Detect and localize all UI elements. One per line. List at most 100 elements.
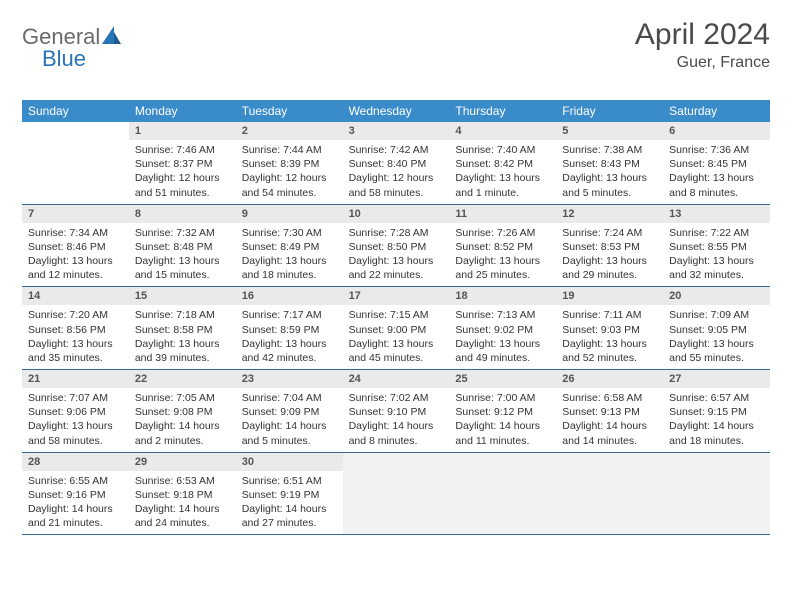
cell-line: and 55 minutes. [669,351,764,365]
calendar-cell: 9Sunrise: 7:30 AMSunset: 8:49 PMDaylight… [236,205,343,287]
cell-line: Sunrise: 6:58 AM [562,391,657,405]
cell-line: and 5 minutes. [242,434,337,448]
cell-body: Sunrise: 6:58 AMSunset: 9:13 PMDaylight:… [556,388,663,452]
cell-line: and 32 minutes. [669,268,764,282]
cell-line: and 39 minutes. [135,351,230,365]
cell-line: Daylight: 13 hours [349,254,444,268]
day-number: 10 [343,205,450,223]
day-number: 26 [556,370,663,388]
cell-line: Sunset: 9:05 PM [669,323,764,337]
cell-line: Sunset: 9:08 PM [135,405,230,419]
day-number: 8 [129,205,236,223]
logo-text-blue: Blue [42,46,86,71]
cell-line: and 11 minutes. [455,434,550,448]
cell-line: and 58 minutes. [28,434,123,448]
day-number: 14 [22,287,129,305]
day-header: Saturday [663,100,770,122]
cell-line: Daylight: 13 hours [28,337,123,351]
calendar-cell: 3Sunrise: 7:42 AMSunset: 8:40 PMDaylight… [343,122,450,204]
calendar-cell: 22Sunrise: 7:05 AMSunset: 9:08 PMDayligh… [129,370,236,452]
cell-line: and 18 minutes. [669,434,764,448]
day-number: 20 [663,287,770,305]
day-header: Monday [129,100,236,122]
cell-line: Daylight: 14 hours [669,419,764,433]
cell-line: and 18 minutes. [242,268,337,282]
cell-line: Sunrise: 7:24 AM [562,226,657,240]
cell-line: Sunset: 8:56 PM [28,323,123,337]
cell-line: and 58 minutes. [349,186,444,200]
cell-line: Sunrise: 7:00 AM [455,391,550,405]
cell-body: Sunrise: 7:09 AMSunset: 9:05 PMDaylight:… [663,305,770,369]
cell-line: Sunrise: 7:34 AM [28,226,123,240]
cell-line: Sunset: 8:43 PM [562,157,657,171]
cell-line: Sunset: 8:37 PM [135,157,230,171]
day-header: Friday [556,100,663,122]
cell-line: Daylight: 13 hours [242,254,337,268]
calendar-cell [343,453,450,535]
cell-body: Sunrise: 7:13 AMSunset: 9:02 PMDaylight:… [449,305,556,369]
calendar-cell: 20Sunrise: 7:09 AMSunset: 9:05 PMDayligh… [663,287,770,369]
cell-line: Daylight: 12 hours [135,171,230,185]
calendar-cell: 26Sunrise: 6:58 AMSunset: 9:13 PMDayligh… [556,370,663,452]
cell-line: and 5 minutes. [562,186,657,200]
cell-line: Daylight: 14 hours [28,502,123,516]
cell-line: and 24 minutes. [135,516,230,530]
cell-body: Sunrise: 7:05 AMSunset: 9:08 PMDaylight:… [129,388,236,452]
cell-line: Sunrise: 7:13 AM [455,308,550,322]
calendar-cell: 28Sunrise: 6:55 AMSunset: 9:16 PMDayligh… [22,453,129,535]
cell-body: Sunrise: 6:53 AMSunset: 9:18 PMDaylight:… [129,471,236,535]
cell-line: Sunrise: 7:20 AM [28,308,123,322]
cell-line: Sunset: 9:06 PM [28,405,123,419]
cell-body: Sunrise: 7:38 AMSunset: 8:43 PMDaylight:… [556,140,663,204]
cell-line: Daylight: 13 hours [562,254,657,268]
cell-line: Sunset: 8:48 PM [135,240,230,254]
cell-line: and 51 minutes. [135,186,230,200]
cell-body: Sunrise: 7:04 AMSunset: 9:09 PMDaylight:… [236,388,343,452]
day-headers-row: SundayMondayTuesdayWednesdayThursdayFrid… [22,100,770,122]
logo-triangle-icon [102,26,122,49]
calendar-cell: 18Sunrise: 7:13 AMSunset: 9:02 PMDayligh… [449,287,556,369]
calendar-cell [22,122,129,204]
day-number: 25 [449,370,556,388]
cell-body: Sunrise: 7:15 AMSunset: 9:00 PMDaylight:… [343,305,450,369]
calendar-cell: 24Sunrise: 7:02 AMSunset: 9:10 PMDayligh… [343,370,450,452]
calendar-cell: 7Sunrise: 7:34 AMSunset: 8:46 PMDaylight… [22,205,129,287]
cell-line: Sunset: 8:58 PM [135,323,230,337]
cell-line: Sunrise: 7:36 AM [669,143,764,157]
day-number: 21 [22,370,129,388]
calendar-cell: 4Sunrise: 7:40 AMSunset: 8:42 PMDaylight… [449,122,556,204]
day-number: 17 [343,287,450,305]
cell-line: and 8 minutes. [349,434,444,448]
calendar-cell: 15Sunrise: 7:18 AMSunset: 8:58 PMDayligh… [129,287,236,369]
day-number: 28 [22,453,129,471]
cell-line: Sunrise: 7:32 AM [135,226,230,240]
day-number: 9 [236,205,343,223]
cell-line: Sunset: 9:16 PM [28,488,123,502]
cell-line: Daylight: 14 hours [242,502,337,516]
cell-line: Sunrise: 7:42 AM [349,143,444,157]
cell-body: Sunrise: 7:22 AMSunset: 8:55 PMDaylight:… [663,223,770,287]
cell-body: Sunrise: 6:57 AMSunset: 9:15 PMDaylight:… [663,388,770,452]
cell-line: and 27 minutes. [242,516,337,530]
calendar-cell: 27Sunrise: 6:57 AMSunset: 9:15 PMDayligh… [663,370,770,452]
cell-body: Sunrise: 7:32 AMSunset: 8:48 PMDaylight:… [129,223,236,287]
cell-line: Daylight: 14 hours [349,419,444,433]
cell-line: Sunrise: 7:22 AM [669,226,764,240]
cell-line: Sunrise: 7:46 AM [135,143,230,157]
cell-line: Daylight: 13 hours [455,337,550,351]
day-number: 23 [236,370,343,388]
day-header: Tuesday [236,100,343,122]
cell-line: Daylight: 13 hours [28,419,123,433]
calendar-cell: 2Sunrise: 7:44 AMSunset: 8:39 PMDaylight… [236,122,343,204]
day-number: 2 [236,122,343,140]
cell-line: Sunset: 8:46 PM [28,240,123,254]
cell-line: Sunset: 9:18 PM [135,488,230,502]
cell-line: Sunset: 9:19 PM [242,488,337,502]
day-number: 18 [449,287,556,305]
cell-line: Sunset: 9:10 PM [349,405,444,419]
cell-line: and 45 minutes. [349,351,444,365]
cell-line: Daylight: 13 hours [349,337,444,351]
calendar-cell: 17Sunrise: 7:15 AMSunset: 9:00 PMDayligh… [343,287,450,369]
cell-line: and 12 minutes. [28,268,123,282]
day-header: Thursday [449,100,556,122]
